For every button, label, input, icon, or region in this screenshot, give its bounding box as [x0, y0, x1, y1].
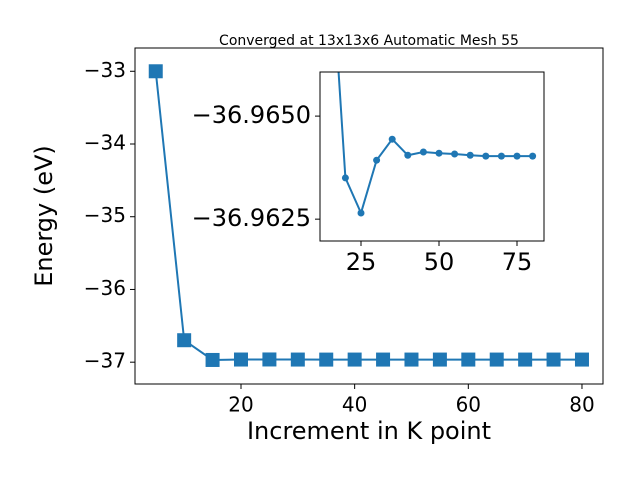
- marker: [546, 352, 561, 367]
- x-tick-label: 75: [502, 248, 533, 276]
- marker: [466, 151, 474, 159]
- marker: [341, 174, 349, 182]
- marker: [404, 352, 419, 367]
- x-tick-label: 25: [346, 248, 377, 276]
- axes-frame: [134, 47, 604, 385]
- line: [154, 71, 582, 361]
- marker: [404, 151, 412, 159]
- y-axis-label: Energy (eV): [30, 145, 58, 287]
- marker: [518, 352, 533, 367]
- x-tick-label: 60: [456, 393, 481, 417]
- marker: [432, 352, 447, 367]
- y-tick-label: −34: [84, 131, 126, 155]
- y-tick-label: −33: [84, 58, 126, 82]
- marker: [233, 352, 248, 367]
- series: [148, 64, 589, 367]
- marker: [376, 352, 391, 367]
- y-tick-label: −36: [84, 276, 126, 300]
- marker: [319, 352, 334, 367]
- y-tick-label: −35: [84, 203, 126, 227]
- y-tick-label: −36.9650: [192, 101, 311, 129]
- x-tick-label: 50: [424, 248, 455, 276]
- x-tick-label: 40: [342, 393, 367, 417]
- marker: [373, 156, 381, 164]
- marker: [388, 135, 396, 143]
- y-tick-label: −37: [84, 349, 126, 373]
- x-tick-label: 80: [569, 393, 594, 417]
- marker: [482, 152, 490, 160]
- axes-frame: [319, 71, 545, 242]
- marker: [148, 64, 163, 79]
- marker: [461, 352, 476, 367]
- marker: [529, 152, 537, 160]
- chart-title: Converged at 13x13x6 Automatic Mesh 55: [219, 33, 519, 49]
- marker: [497, 152, 505, 160]
- marker: [435, 149, 443, 157]
- marker: [419, 148, 427, 156]
- x-tick-label: 20: [228, 393, 253, 417]
- marker: [574, 352, 589, 367]
- marker: [290, 352, 305, 367]
- y-tick-label: −36.9625: [192, 204, 311, 232]
- marker: [489, 352, 504, 367]
- marker: [357, 209, 365, 217]
- marker: [262, 352, 277, 367]
- series: [337, 72, 537, 217]
- marker: [205, 352, 220, 367]
- marker: [513, 152, 521, 160]
- x-axis-label: Increment in K point: [247, 417, 491, 445]
- marker: [451, 150, 459, 158]
- marker: [347, 352, 362, 367]
- marker: [177, 333, 192, 348]
